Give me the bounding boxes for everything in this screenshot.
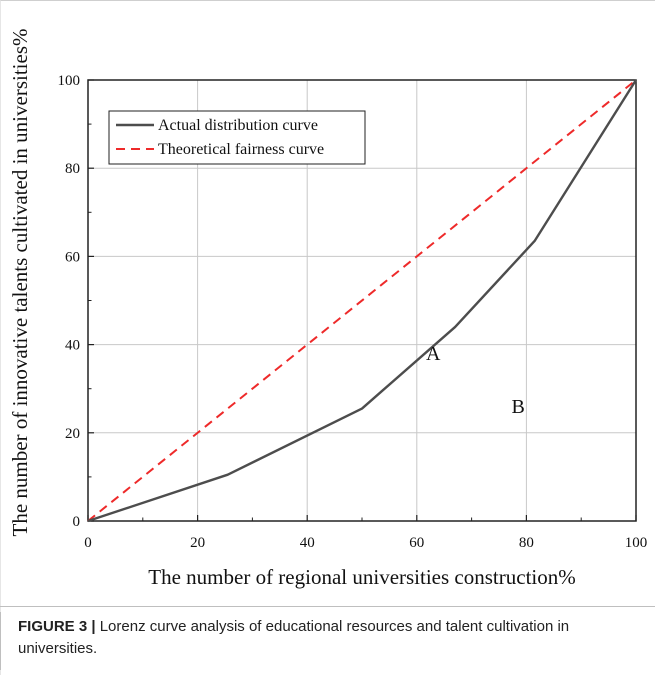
- y-tick-label: 40: [65, 338, 80, 354]
- region-label-a: A: [426, 343, 441, 365]
- legend-label: Theoretical fairness curve: [158, 141, 324, 158]
- region-label-b: B: [512, 396, 525, 418]
- y-axis-title: The number of innovative talents cultiva…: [8, 29, 32, 537]
- y-tick-label: 0: [73, 514, 81, 530]
- y-tick-label: 60: [65, 249, 80, 265]
- caption-divider: [0, 606, 655, 607]
- y-tick-label: 80: [65, 161, 80, 177]
- y-tick-label: 100: [58, 73, 81, 89]
- x-tick-label: 80: [519, 535, 534, 551]
- x-tick-label: 100: [625, 535, 648, 551]
- ticks: 0 20 40 60 80 100 0 20 40 60 80 100: [58, 73, 648, 551]
- figure-caption: FIGURE 3 | Lorenz curve analysis of educ…: [18, 616, 638, 660]
- series-layer: [87, 79, 638, 523]
- caption-text: Lorenz curve analysis of educational res…: [18, 618, 570, 657]
- series-line-actual-distribution-curve: [87, 79, 638, 523]
- legend-box: [108, 110, 366, 165]
- annotations: AB: [426, 343, 525, 418]
- x-axis-title: The number of regional universities cons…: [148, 565, 575, 589]
- caption-bar: [0, 612, 1, 670]
- y-tick-label: 20: [65, 426, 80, 442]
- legend: Actual distribution curve Theoretical fai…: [108, 110, 366, 165]
- series-line-theoretical-fairness-curve: [87, 79, 637, 522]
- caption-label: FIGURE 3 |: [18, 618, 96, 635]
- x-tick-label: 40: [300, 535, 315, 551]
- legend-label: Actual distribution curve: [158, 117, 318, 134]
- x-tick-label: 20: [190, 535, 205, 551]
- grid: [88, 80, 636, 521]
- x-tick-label: 60: [409, 535, 424, 551]
- x-tick-label: 0: [84, 535, 92, 551]
